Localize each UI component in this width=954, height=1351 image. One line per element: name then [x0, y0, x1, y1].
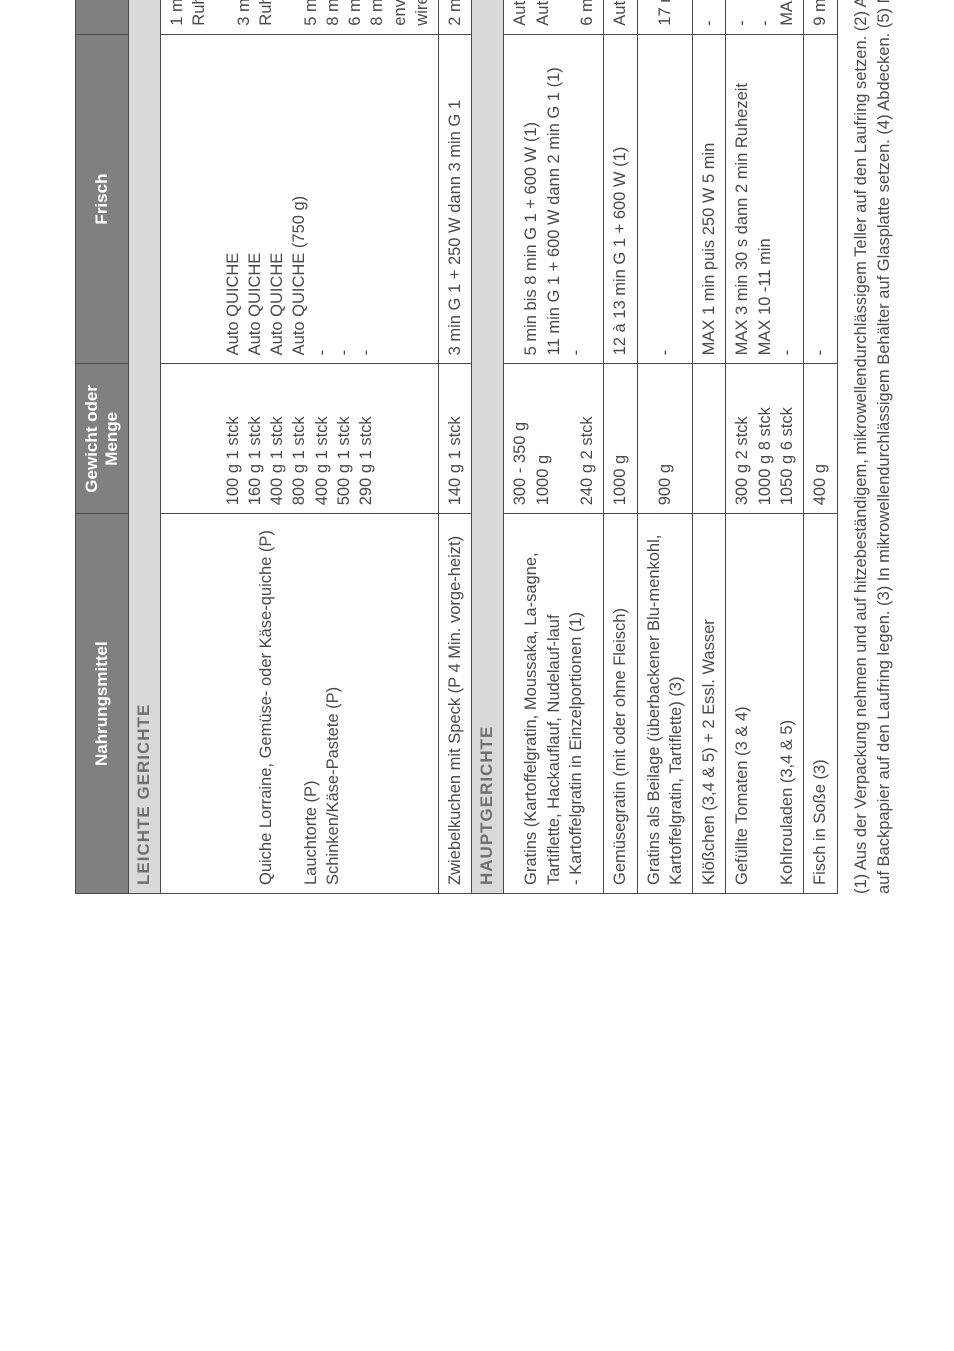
table-row: Gemüsegratin (mit oder ohne Fleisch)1000…	[604, 0, 637, 894]
table-row: Gefüllte Tomaten (3 & 4) Kohlrouladen (3…	[726, 0, 804, 894]
section-heading: HAUPTGERICHTE	[472, 0, 504, 894]
header-row: Nahrungsmittel Gewicht oder Menge Frisch…	[76, 0, 129, 894]
table-cell: Klößchen (3,4 & 5) + 2 Essl. Wasser	[693, 514, 726, 894]
table-cell: 3 min G 1 + 250 W dann 3 min G 1	[439, 34, 472, 364]
table-cell: 12 à 13 min G 1 + 600 W (1)	[604, 34, 637, 364]
table-row: Gratins als Beilage (überbackener Blu-me…	[637, 0, 693, 894]
col-fresh: Frisch	[76, 34, 129, 364]
footnotes: (1) Aus der Verpackung nehmen und auf hi…	[838, 0, 896, 894]
table-cell: 400 g	[804, 364, 837, 514]
table-cell: 5 min bis 8 min G 1 + 600 W (1) 11 min G…	[504, 34, 604, 364]
page-title: Erwärmtabellen	[0, 0, 75, 954]
table-cell: -	[637, 34, 693, 364]
table-cell: MAX 1 min puis 250 W 5 min	[693, 34, 726, 364]
table-cell: Auto QUICHE Auto QUICHE Auto QUICHE Auto…	[160, 34, 438, 364]
table-cell: Gefüllte Tomaten (3 & 4) Kohlrouladen (3…	[726, 514, 804, 894]
table-row: Gratins (Kartoffelgratin, Moussaka, La-s…	[504, 0, 604, 894]
table-cell	[693, 364, 726, 514]
table-cell: 2 min 30 s G 1 + 600 W dann 3 min 30 s G…	[439, 0, 472, 34]
table-cell: Auto GRATIN *** (3) Auto GRATIN *** (3) …	[504, 0, 604, 34]
table-cell: Auto GRATIN *** (3)	[604, 0, 637, 34]
heating-table: Nahrungsmittel Gewicht oder Menge Frisch…	[75, 0, 838, 894]
section-row: LEICHTE GERICHTE	[129, 0, 161, 894]
section-heading: LEICHTE GERICHTE	[129, 0, 161, 894]
col-frozen: Tiefgefroren	[76, 0, 129, 34]
table-cell: Quiche Lorraine, Gemüse- oder Käse-quich…	[160, 514, 438, 894]
col-food: Nahrungsmittel	[76, 514, 129, 894]
table-cell: Gratins (Kartoffelgratin, Moussaka, La-s…	[504, 514, 604, 894]
section-row: HAUPTGERICHTE	[472, 0, 504, 894]
table-cell: 1 min 40 s to 2 min G 2 + 600 W dann 4 m…	[160, 0, 438, 34]
table-row: Fisch in Soße (3)400 g-9 min G 1 + 600 W…	[804, 0, 837, 894]
table-cell: 17 min G 1 + 600 W dann 5 min G 1	[637, 0, 693, 34]
table-cell: MAX 3 min 30 s dann 2 min Ruhezeit MAX 1…	[726, 34, 804, 364]
table-cell: 140 g 1 stck	[439, 364, 472, 514]
table-cell: Zwiebelkuchen mit Speck (P 4 Min. vorge-…	[439, 514, 472, 894]
table-cell: Gemüsegratin (mit oder ohne Fleisch)	[604, 514, 637, 894]
table-cell: 900 g	[637, 364, 693, 514]
table-cell: -	[804, 34, 837, 364]
table-row: Zwiebelkuchen mit Speck (P 4 Min. vorge-…	[439, 0, 472, 894]
table-cell: 1000 g	[604, 364, 637, 514]
table-cell: - - MAX 24 to 25 min	[726, 0, 804, 34]
table-row: Quiche Lorraine, Gemüse- oder Käse-quich…	[160, 0, 438, 894]
table-row: Klößchen (3,4 & 5) + 2 Essl. Wasser MAX 1…	[693, 0, 726, 894]
table-cell: Fisch in Soße (3)	[804, 514, 837, 894]
table-cell: -	[693, 0, 726, 34]
col-weight: Gewicht oder Menge	[76, 364, 129, 514]
table-cell: Gratins als Beilage (überbackener Blu-me…	[637, 514, 693, 894]
table-cell: 100 g 1 stck 160 g 1 stck 400 g 1 stck 8…	[160, 364, 438, 514]
table-cell: 9 min G 1 + 600 W dann 5 min G 1	[804, 0, 837, 34]
table-cell: 300 g 2 stck 1000 g 8 stck 1050 g 6 stck	[726, 364, 804, 514]
table-cell: 300 - 350 g 1000 g 240 g 2 stck	[504, 364, 604, 514]
